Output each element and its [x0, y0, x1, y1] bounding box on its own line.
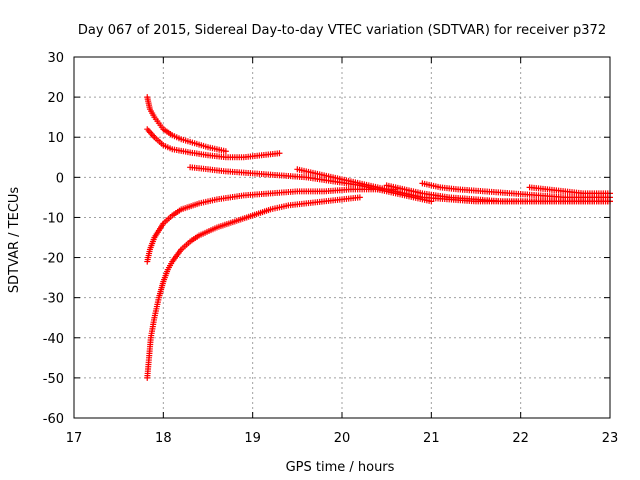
y-tick-label: -10 — [43, 211, 64, 226]
x-tick-label: 20 — [334, 431, 351, 446]
y-tick-label: 10 — [47, 131, 64, 146]
series-track-2 — [144, 126, 283, 161]
data-point — [356, 194, 363, 201]
series-track-9 — [144, 194, 363, 381]
series-track-8 — [144, 186, 399, 265]
data-series — [144, 94, 613, 381]
series-track-6 — [419, 180, 613, 201]
x-tick-label: 19 — [244, 431, 261, 446]
y-tick-label: -20 — [43, 252, 64, 267]
x-tick-label: 22 — [512, 431, 529, 446]
x-tick-label: 17 — [66, 431, 83, 446]
y-tick-label: -60 — [43, 412, 64, 427]
y-tick-label: -50 — [43, 372, 64, 387]
y-axis-label: SDTVAR / TECUs — [7, 187, 22, 294]
series-track-7 — [526, 184, 613, 197]
y-tick-label: -40 — [43, 332, 64, 347]
chart-title: Day 067 of 2015, Sidereal Day-to-day VTE… — [78, 23, 606, 38]
x-axis-label: GPS time / hours — [286, 460, 395, 475]
x-tick-label: 21 — [423, 431, 440, 446]
y-tick-label: -30 — [43, 292, 64, 307]
data-point — [392, 186, 399, 193]
plot-frame — [73, 56, 611, 419]
series-track-1 — [144, 94, 229, 155]
x-tick-label: 18 — [155, 431, 172, 446]
data-point — [222, 148, 229, 155]
grid — [74, 57, 610, 418]
y-tick-label: 0 — [56, 171, 64, 186]
data-point — [276, 150, 283, 157]
y-tick-label: 20 — [47, 91, 64, 106]
y-tick-label: 30 — [47, 51, 64, 66]
axes: 17 18 19 20 21 22 23 -60 -50 -40 -30 -20 -10 0 10 20 30 — [43, 51, 619, 446]
x-tick-label: 23 — [602, 431, 619, 446]
